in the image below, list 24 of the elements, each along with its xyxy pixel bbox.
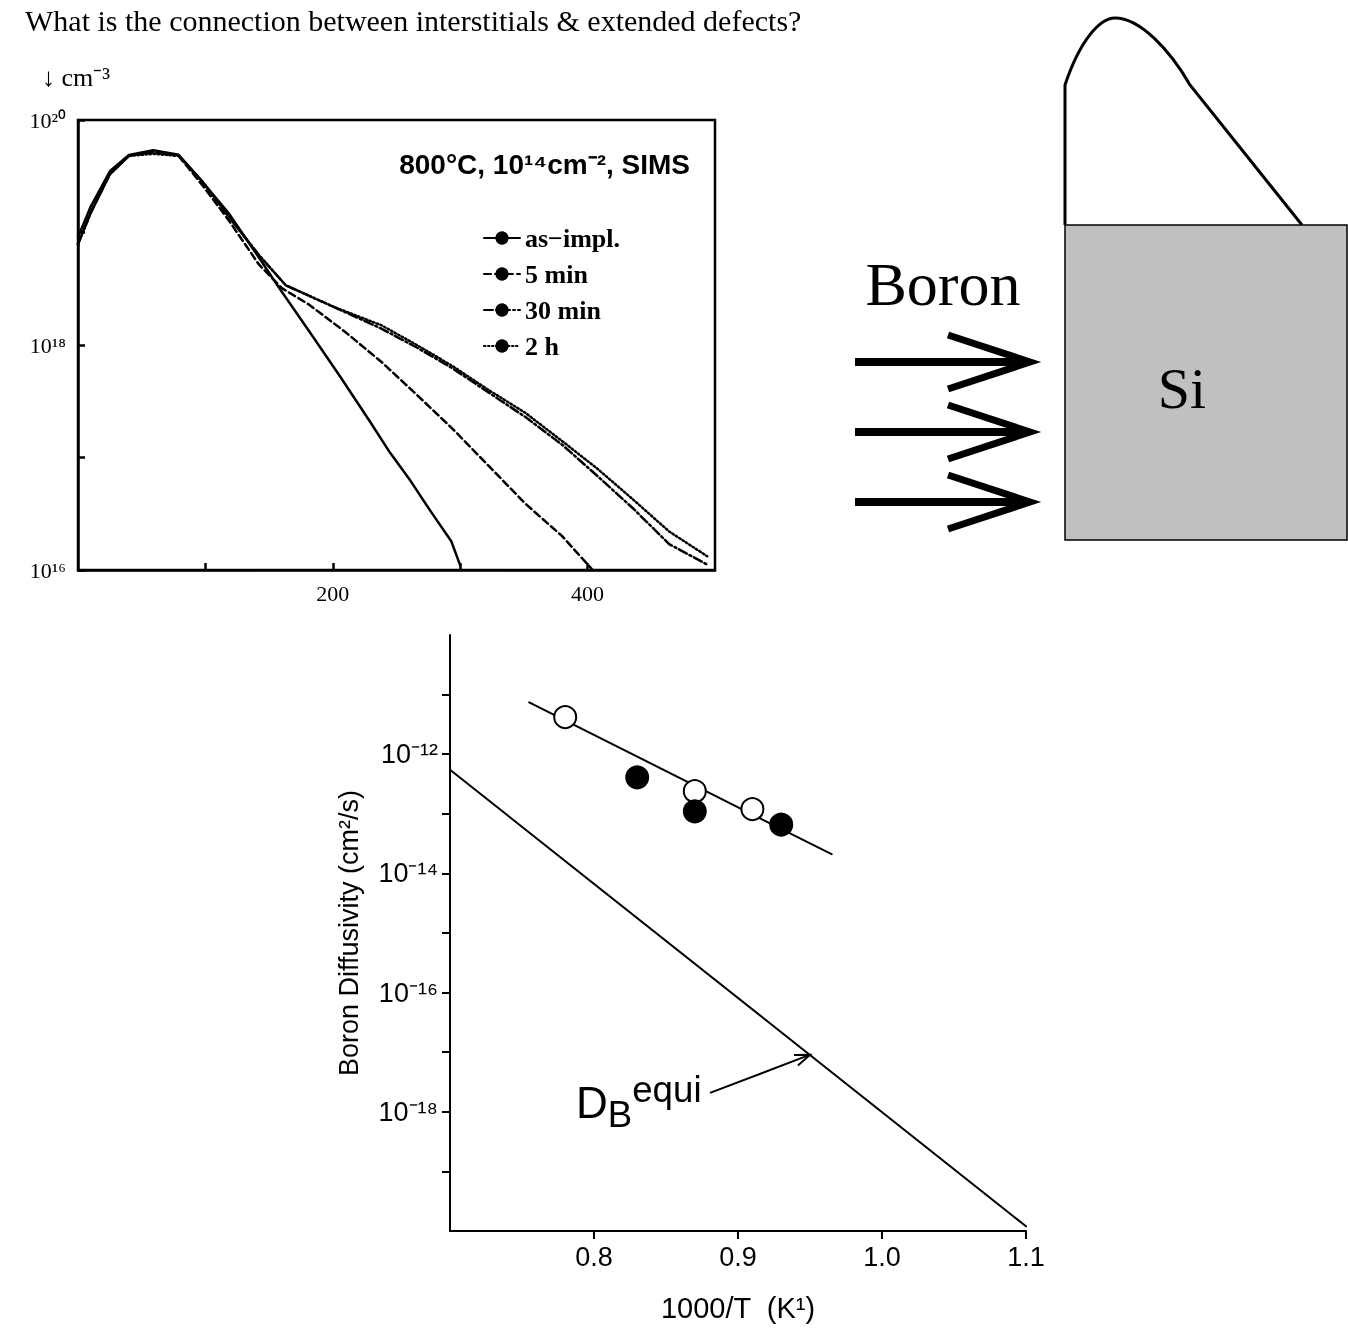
y-tick-label: 10⁻¹⁸ (378, 1096, 438, 1127)
x-tick-label: 400 (571, 580, 605, 606)
x-tick-label: 0.8 (575, 1241, 613, 1272)
legend-label: as−impl. (525, 223, 620, 253)
x-tick-label: 1.1 (1007, 1241, 1045, 1272)
y-tick-label: 10⁻¹⁶ (378, 977, 438, 1008)
y-tick-label: 10¹⁶ (29, 557, 66, 583)
y-tick-label: 10⁻¹⁴ (378, 858, 438, 889)
x-tick-label: 1.0 (863, 1241, 901, 1272)
legend-label: 2 h (525, 331, 560, 361)
x-axis-title: 1000/T (K¹) (660, 1291, 816, 1324)
y-tick-label: 10⁻¹² (380, 739, 439, 770)
text: Si (1157, 356, 1207, 421)
legend-label: 30 min (525, 295, 602, 325)
x-tick-label: 200 (316, 580, 350, 606)
y-axis-title: ↓ cm⁻³ (42, 62, 111, 92)
y-axis-title: Boron Diffusivity (cm²/s) (333, 789, 364, 1077)
chart-title: What is the connection between interstitials & extended defects? (25, 3, 802, 37)
x-tick-label: 0.9 (719, 1241, 757, 1272)
text: Boron (865, 250, 1021, 318)
y-tick-label: 10²⁰ (29, 107, 66, 133)
legend-label: 5 min (525, 259, 589, 289)
y-tick-label: 10¹⁸ (29, 332, 66, 358)
annotation: 800°C, 10¹⁴cm⁻², SIMS (399, 148, 691, 180)
